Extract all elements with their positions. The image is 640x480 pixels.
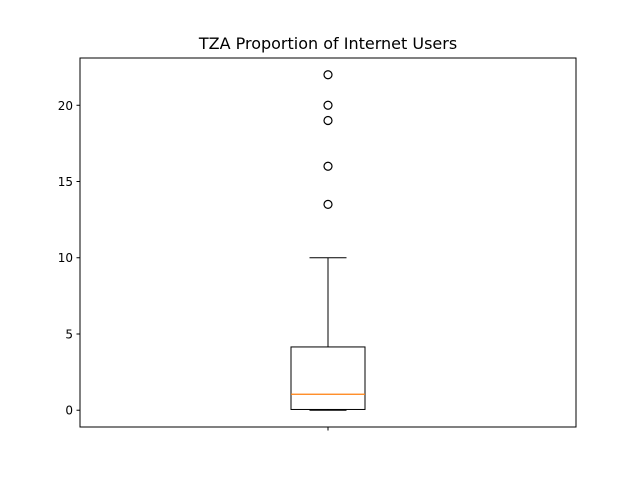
y-tick-label: 0 — [65, 404, 73, 418]
outlier-point — [323, 100, 333, 110]
chart-title: TZA Proportion of Internet Users — [198, 34, 457, 53]
outlier-point — [323, 70, 333, 80]
outlier-point — [323, 199, 333, 209]
outlier-point — [323, 161, 333, 171]
iqr-box — [290, 346, 366, 410]
axes-frame — [79, 57, 577, 428]
outlier-point — [323, 115, 333, 126]
plot-area: 0 5 10 15 20 — [58, 70, 366, 431]
y-tick-label: 15 — [58, 175, 73, 189]
y-tick-label: 10 — [58, 251, 73, 265]
y-tick-label: 20 — [58, 99, 73, 113]
y-tick-label: 5 — [65, 327, 73, 341]
